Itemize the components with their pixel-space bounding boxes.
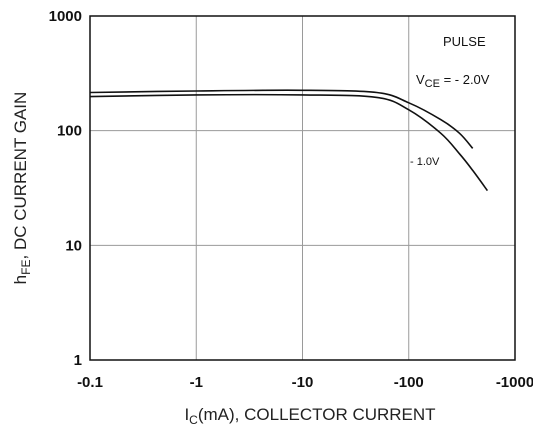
x-axis-label-sub: C <box>189 413 198 427</box>
x-tick-label: -10 <box>292 374 314 391</box>
y-tick-label: 1000 <box>49 8 82 25</box>
pulse-label: PULSE <box>443 34 486 49</box>
x-tick-label: -1 <box>190 374 203 391</box>
x-tick-label: -100 <box>394 374 424 391</box>
vce-sub: CE <box>425 78 440 90</box>
vce-prefix: V <box>416 72 425 87</box>
grid <box>90 16 515 360</box>
x-axis-label-rest: (mA), COLLECTOR CURRENT <box>198 405 436 424</box>
series-line-2 <box>89 93 489 192</box>
y-axis-label-rest: , DC CURRENT GAIN <box>11 92 30 260</box>
y-tick-label: 10 <box>65 237 82 254</box>
y-axis-label: hFE, DC CURRENT GAIN <box>11 92 33 285</box>
x-tick-labels: -0.1 -1 -10 -100 -1000 <box>77 374 533 391</box>
x-tick-label: -0.1 <box>77 374 103 391</box>
y-tick-label: 1 <box>74 352 82 369</box>
y-tick-label: 100 <box>57 123 82 140</box>
vce-value: = - 2.0V <box>440 72 490 87</box>
x-axis-label: IC(mA), COLLECTOR CURRENT <box>184 405 435 427</box>
series-group <box>89 89 489 192</box>
plot-frame <box>89 15 516 361</box>
x-axis-label-main: I <box>184 405 189 424</box>
y-axis-label-main: h <box>11 275 30 284</box>
x-tick-label: -1000 <box>496 374 533 391</box>
vce-label: VCE = - 2.0V <box>416 72 490 90</box>
series-line-1 <box>89 89 474 149</box>
y-axis-label-sub: FE <box>19 260 33 275</box>
y-tick-labels: 1 10 100 1000 <box>49 8 82 369</box>
series2-label: - 1.0V <box>410 156 440 168</box>
